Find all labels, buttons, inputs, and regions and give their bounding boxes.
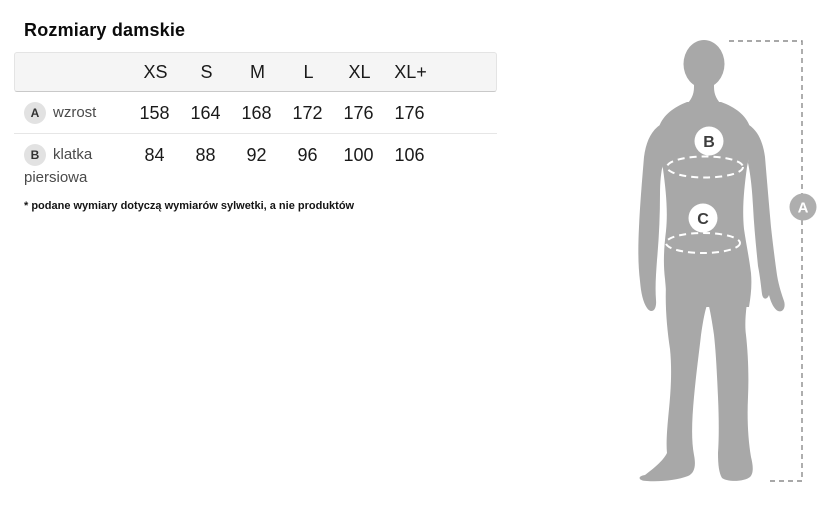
table-cell: 88: [195, 145, 216, 165]
table-cell: 168: [241, 103, 272, 123]
body-silhouette-svg: B C A: [638, 40, 817, 482]
body-measurement-figure: B C A: [630, 35, 829, 490]
column-header-xs: XS: [143, 61, 168, 82]
row-label-chest-text: klatka piersiowa: [24, 146, 93, 187]
silhouette-neck: [686, 75, 722, 105]
waist-measure-ellipse: [665, 232, 741, 254]
column-header-xlp: XL+: [394, 61, 427, 82]
body-silhouette: [638, 40, 785, 482]
marker-a-badge: A: [24, 102, 46, 125]
table-cell: 106: [394, 145, 425, 165]
waist-marker-circle: [688, 203, 718, 233]
chest-measure-ellipse: [666, 155, 744, 179]
height-marker-circle: [789, 193, 817, 221]
silhouette-legs: [639, 285, 753, 482]
page-title: Rozmiary damskie: [24, 20, 186, 40]
marker-a: A: [789, 193, 817, 221]
silhouette-right-arm: [748, 125, 785, 312]
silhouette-left-arm: [638, 125, 663, 312]
table-cell: 176: [394, 103, 425, 123]
size-table-header-row: XS S M L XL XL+: [14, 52, 497, 92]
table-cell: 84: [144, 145, 165, 165]
measurement-disclaimer: * podane wymiary dotyczą wymiarów sylwet…: [24, 200, 355, 212]
marker-b-badge: B: [24, 144, 46, 167]
table-cell: 96: [297, 145, 318, 165]
chest-marker-letter: B: [703, 134, 715, 151]
waist-marker-letter: C: [697, 211, 709, 228]
row-label-height-text: wzrost: [53, 104, 97, 121]
table-cell: 158: [139, 103, 170, 123]
column-header-xl: XL: [348, 61, 371, 82]
chest-marker-circle: [694, 126, 724, 156]
table-cell: 100: [343, 145, 374, 165]
marker-c: C: [688, 203, 718, 233]
table-cell: 164: [190, 103, 221, 123]
marker-b: B: [694, 126, 724, 156]
column-header-l: L: [303, 61, 314, 82]
table-cell: 92: [246, 145, 267, 165]
height-marker-letter: A: [798, 199, 809, 216]
height-measure-line: [729, 40, 803, 482]
table-cell: 176: [343, 103, 374, 123]
silhouette-head: [683, 40, 725, 88]
column-header-m: M: [250, 61, 265, 82]
table-cell: 172: [292, 103, 323, 123]
column-header-s: S: [200, 61, 213, 82]
